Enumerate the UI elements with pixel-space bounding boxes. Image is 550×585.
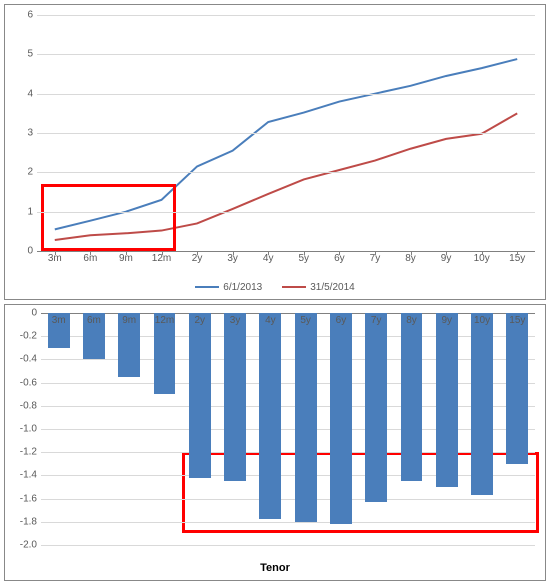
bar-chart-y-tick-label: -1.6 — [20, 493, 37, 504]
bar-chart-x-tick-label: 4y — [265, 315, 276, 326]
bar-chart-x-tick-label: 8y — [406, 315, 417, 326]
bar-chart-gridline — [41, 452, 535, 453]
bar-chart-x-tick-label: 5y — [300, 315, 311, 326]
line-chart-gridline — [37, 172, 535, 173]
bar-chart-y-tick-label: -1.0 — [20, 424, 37, 435]
bar-chart-x-tick-label: 2y — [195, 315, 206, 326]
legend-swatch — [282, 286, 306, 288]
bar — [259, 313, 281, 519]
legend-label: 6/1/2013 — [223, 282, 262, 293]
bar — [189, 313, 211, 478]
line-chart-plot-area: 01234563m6m9m12m2y3y4y5y6y7y8y9y10y15y — [37, 15, 535, 251]
line-series-0 — [55, 59, 517, 229]
bar-chart-x-tick-label: 3y — [230, 315, 241, 326]
line-chart-x-tick — [339, 251, 340, 255]
bar-chart-plot-area: 0-0.2-0.4-0.6-0.8-1.0-1.2-1.4-1.6-1.8-2.… — [41, 313, 535, 545]
line-chart-y-tick-label: 2 — [27, 167, 33, 178]
bar — [365, 313, 387, 502]
bar-chart-y-tick-label: -0.4 — [20, 354, 37, 365]
bar — [224, 313, 246, 481]
bar — [471, 313, 493, 495]
line-chart-legend: 6/1/2013 31/5/2014 — [5, 262, 545, 293]
bar-chart-x-tick-label: 3m — [52, 315, 66, 326]
line-chart-x-tick — [517, 251, 518, 255]
bar-chart-x-tick-label: 15y — [509, 315, 525, 326]
line-chart-y-tick-label: 5 — [27, 49, 33, 60]
legend-label: 31/5/2014 — [310, 282, 355, 293]
bar-chart-gridline — [41, 545, 535, 546]
bar — [295, 313, 317, 522]
line-chart: 01234563m6m9m12m2y3y4y5y6y7y8y9y10y15y 6… — [4, 4, 546, 300]
line-chart-gridline — [37, 133, 535, 134]
bar-chart-gridline — [41, 406, 535, 407]
bar-chart-y-tick-label: -1.4 — [20, 470, 37, 481]
legend-item-0: 6/1/2013 — [195, 282, 262, 293]
bar-chart-y-tick-label: -0.2 — [20, 331, 37, 342]
bar-chart-y-tick-label: -2.0 — [20, 540, 37, 551]
bar-chart-gridline — [41, 359, 535, 360]
line-chart-x-tick — [126, 251, 127, 255]
bar-chart-x-tick-label: 12m — [155, 315, 174, 326]
legend-item-1: 31/5/2014 — [282, 282, 355, 293]
bar-chart-y-tick-label: -1.8 — [20, 516, 37, 527]
bar-chart-x-tick-label: 9y — [442, 315, 453, 326]
bar — [436, 313, 458, 487]
bar-chart-y-tick-label: -0.8 — [20, 400, 37, 411]
bar-chart-x-tick-label: 6y — [336, 315, 347, 326]
bar-chart-gridline — [41, 475, 535, 476]
bar — [401, 313, 423, 481]
line-chart-y-tick-label: 6 — [27, 10, 33, 21]
bar-chart-gridline — [41, 313, 535, 314]
line-chart-x-tick — [162, 251, 163, 255]
line-chart-gridline — [37, 251, 535, 252]
line-chart-y-tick-label: 0 — [27, 246, 33, 257]
bar-chart-x-tick-label: 6m — [87, 315, 101, 326]
bar-chart-y-tick-label: -1.2 — [20, 447, 37, 458]
line-chart-x-tick — [197, 251, 198, 255]
line-chart-gridline — [37, 212, 535, 213]
bar — [330, 313, 352, 524]
bar-chart-x-tick-label: 9m — [122, 315, 136, 326]
bar-chart: 0 -0.2 -0.4 -0.6 -0.8 -1.0 -1.2 -1.4 -1.6 -1.8 -2.… — [4, 304, 546, 581]
line-chart-gridline — [37, 94, 535, 95]
line-chart-gridline — [37, 54, 535, 55]
line-chart-x-tick — [233, 251, 234, 255]
line-chart-x-tick — [375, 251, 376, 255]
line-chart-y-tick-label: 1 — [27, 206, 33, 217]
bar-chart-y-tick-label: 0 — [31, 308, 37, 319]
bar-chart-x-tick-label: 10y — [474, 315, 490, 326]
bar-chart-gridline — [41, 522, 535, 523]
bar-chart-gridline — [41, 383, 535, 384]
line-chart-x-tick — [268, 251, 269, 255]
bar-chart-x-axis-title: Tenor — [5, 562, 545, 574]
line-chart-x-tick — [90, 251, 91, 255]
bar-chart-gridline — [41, 429, 535, 430]
bar-chart-gridline — [41, 336, 535, 337]
bar-chart-y-tick-label: -0.6 — [20, 377, 37, 388]
bar — [506, 313, 528, 464]
bar-chart-x-tick-label: 7y — [371, 315, 382, 326]
bar-chart-gridline — [41, 499, 535, 500]
line-chart-gridline — [37, 15, 535, 16]
line-chart-x-tick — [304, 251, 305, 255]
line-chart-x-tick — [446, 251, 447, 255]
line-chart-x-tick — [411, 251, 412, 255]
line-chart-x-tick — [482, 251, 483, 255]
line-chart-y-tick-label: 3 — [27, 128, 33, 139]
legend-swatch — [195, 286, 219, 288]
line-chart-x-tick — [55, 251, 56, 255]
line-chart-y-tick-label: 4 — [27, 88, 33, 99]
